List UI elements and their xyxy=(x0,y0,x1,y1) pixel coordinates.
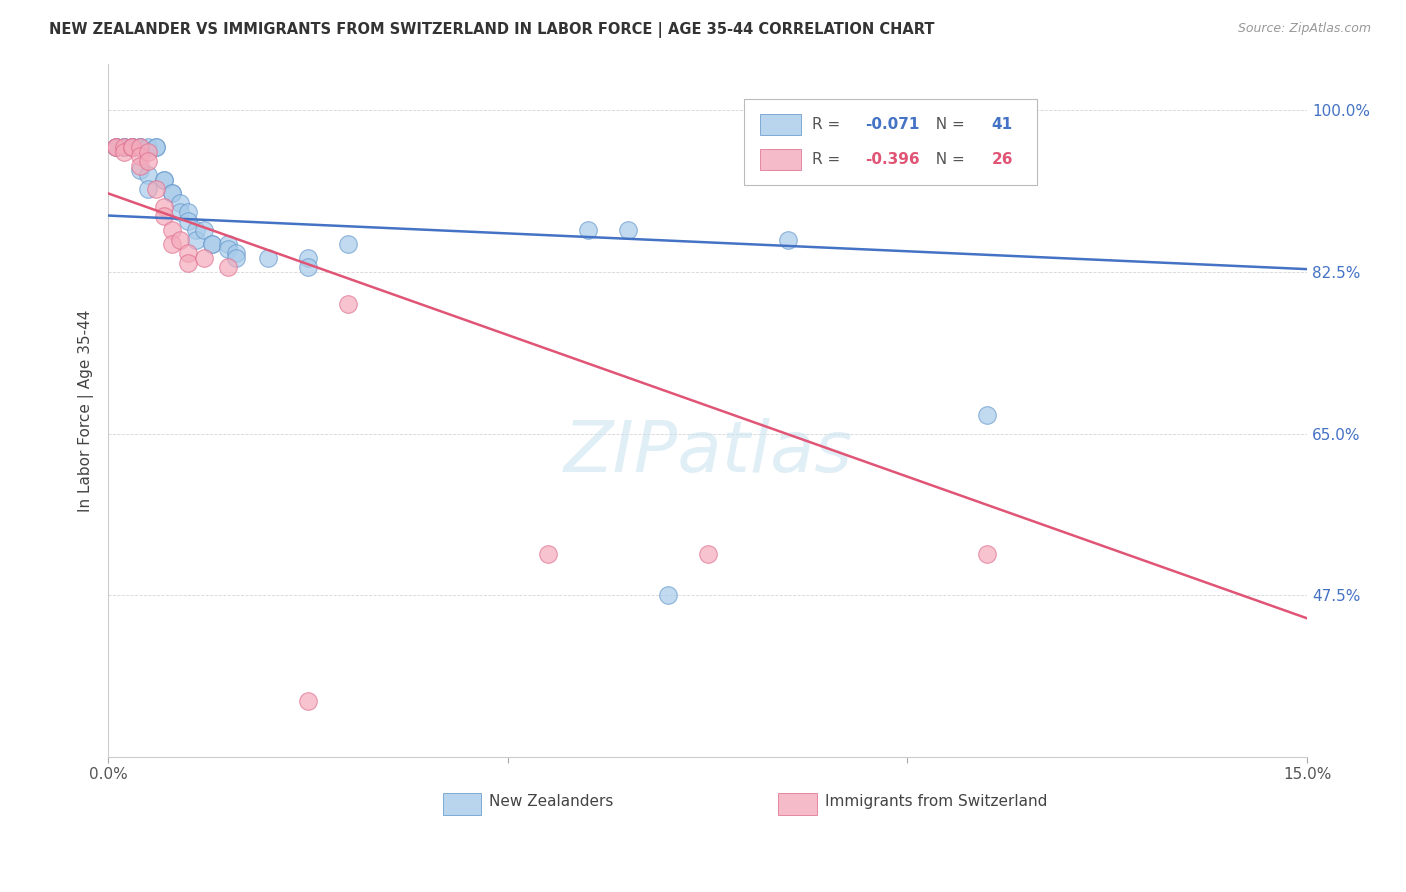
Point xyxy=(121,140,143,154)
Point xyxy=(145,140,167,154)
Point xyxy=(169,195,191,210)
Point xyxy=(193,251,215,265)
Point xyxy=(105,140,128,154)
Point xyxy=(696,547,718,561)
Point xyxy=(336,237,359,252)
Point xyxy=(297,260,319,275)
Point xyxy=(217,260,239,275)
Text: R =: R = xyxy=(811,117,845,132)
Text: 26: 26 xyxy=(991,152,1014,167)
Text: Immigrants from Switzerland: Immigrants from Switzerland xyxy=(825,795,1047,809)
Point xyxy=(112,140,135,154)
Point xyxy=(177,246,200,260)
Point xyxy=(201,237,224,252)
Text: N =: N = xyxy=(925,117,969,132)
Point xyxy=(145,140,167,154)
FancyBboxPatch shape xyxy=(761,149,801,169)
Point xyxy=(112,145,135,159)
Point xyxy=(129,140,152,154)
Point xyxy=(160,186,183,201)
Point xyxy=(184,233,207,247)
Point xyxy=(537,547,560,561)
Point xyxy=(129,140,152,154)
Point xyxy=(576,223,599,237)
Point xyxy=(136,168,159,182)
Point xyxy=(177,205,200,219)
FancyBboxPatch shape xyxy=(779,793,817,815)
Point xyxy=(201,237,224,252)
Point xyxy=(121,140,143,154)
Point xyxy=(112,140,135,154)
Point xyxy=(616,223,638,237)
Point xyxy=(217,242,239,256)
Point xyxy=(121,140,143,154)
Point xyxy=(976,547,998,561)
Point xyxy=(257,251,280,265)
Point xyxy=(160,237,183,252)
Text: ZIPatlas: ZIPatlas xyxy=(564,417,852,486)
Point xyxy=(129,149,152,163)
Point xyxy=(136,140,159,154)
Point xyxy=(153,210,176,224)
Point xyxy=(336,297,359,311)
Point xyxy=(217,237,239,252)
Point xyxy=(160,223,183,237)
Point xyxy=(169,205,191,219)
Point xyxy=(976,408,998,422)
Text: Source: ZipAtlas.com: Source: ZipAtlas.com xyxy=(1237,22,1371,36)
Point xyxy=(297,694,319,708)
Point xyxy=(184,223,207,237)
Text: 41: 41 xyxy=(991,117,1012,132)
Point xyxy=(177,214,200,228)
Point xyxy=(121,140,143,154)
Text: -0.396: -0.396 xyxy=(865,152,920,167)
Point xyxy=(136,145,159,159)
FancyBboxPatch shape xyxy=(744,99,1038,186)
Point xyxy=(153,172,176,186)
Point xyxy=(657,588,679,602)
Point xyxy=(129,140,152,154)
Text: N =: N = xyxy=(925,152,969,167)
Point xyxy=(297,251,319,265)
Point xyxy=(121,140,143,154)
Point xyxy=(105,140,128,154)
Point xyxy=(776,233,799,247)
Y-axis label: In Labor Force | Age 35-44: In Labor Force | Age 35-44 xyxy=(79,310,94,512)
Point xyxy=(225,251,247,265)
Point xyxy=(193,223,215,237)
FancyBboxPatch shape xyxy=(443,793,481,815)
Point xyxy=(112,140,135,154)
Text: New Zealanders: New Zealanders xyxy=(489,795,614,809)
Point xyxy=(136,154,159,169)
Point xyxy=(145,182,167,196)
Point xyxy=(169,233,191,247)
Point xyxy=(129,163,152,178)
FancyBboxPatch shape xyxy=(761,114,801,135)
Point xyxy=(105,140,128,154)
Point xyxy=(153,172,176,186)
Point xyxy=(136,182,159,196)
Point xyxy=(129,159,152,173)
Point xyxy=(105,140,128,154)
Point xyxy=(177,255,200,269)
Point xyxy=(153,200,176,214)
Point xyxy=(160,186,183,201)
Point xyxy=(225,246,247,260)
Text: NEW ZEALANDER VS IMMIGRANTS FROM SWITZERLAND IN LABOR FORCE | AGE 35-44 CORRELAT: NEW ZEALANDER VS IMMIGRANTS FROM SWITZER… xyxy=(49,22,935,38)
Text: -0.071: -0.071 xyxy=(865,117,920,132)
Text: R =: R = xyxy=(811,152,845,167)
